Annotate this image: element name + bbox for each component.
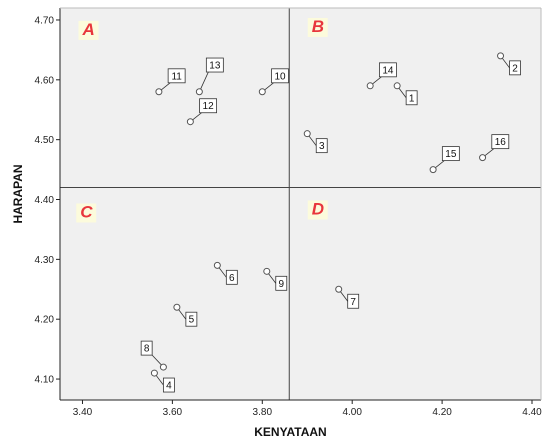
point-label: 2 bbox=[512, 63, 518, 74]
point-marker bbox=[263, 267, 271, 275]
point-label: 9 bbox=[278, 279, 284, 290]
x-tick-label: 4.20 bbox=[432, 407, 452, 418]
x-tick-label: 4.40 bbox=[522, 407, 542, 418]
point-label: 12 bbox=[203, 101, 215, 112]
point-connector bbox=[198, 71, 209, 92]
point-marker bbox=[186, 118, 194, 126]
point-label-box bbox=[162, 377, 175, 393]
y-tick-label: 4.20 bbox=[35, 315, 55, 326]
point-label: 11 bbox=[171, 71, 182, 82]
quadrant-label-highlight bbox=[307, 200, 328, 220]
point-label-box bbox=[405, 90, 418, 106]
point-label-box bbox=[491, 134, 510, 150]
y-tick-label: 4.70 bbox=[35, 15, 55, 26]
plot-area bbox=[60, 8, 541, 400]
point-marker bbox=[497, 52, 505, 60]
quadrant-label-d: D bbox=[307, 199, 328, 220]
quadrant-label-text: C bbox=[80, 202, 93, 221]
point-marker bbox=[393, 82, 401, 90]
point-8: 8 bbox=[140, 340, 167, 371]
quadrant-label-highlight bbox=[78, 20, 99, 40]
point-label-box bbox=[199, 98, 218, 114]
point-label: 14 bbox=[382, 65, 394, 76]
point-label-box bbox=[225, 269, 238, 285]
x-tick-label: 3.40 bbox=[73, 407, 93, 418]
point-2: 2 bbox=[497, 52, 521, 76]
point-label: 5 bbox=[189, 315, 195, 326]
point-marker bbox=[213, 261, 221, 269]
point-label-box bbox=[275, 275, 288, 291]
point-11: 11 bbox=[155, 68, 186, 96]
y-axis-title: HARAPAN bbox=[11, 164, 25, 223]
point-label: 4 bbox=[166, 381, 172, 392]
point-label: 10 bbox=[274, 71, 286, 82]
y-tick-label: 4.10 bbox=[35, 375, 55, 386]
point-6: 6 bbox=[213, 261, 238, 285]
x-tick-label: 3.60 bbox=[163, 407, 183, 418]
point-label-box bbox=[140, 340, 153, 356]
point-marker bbox=[366, 82, 374, 90]
point-marker bbox=[479, 154, 487, 162]
y-tick-label: 4.30 bbox=[35, 255, 55, 266]
point-label-box bbox=[315, 138, 328, 154]
point-marker bbox=[429, 166, 437, 174]
point-label: 13 bbox=[209, 61, 221, 72]
point-16: 16 bbox=[479, 134, 510, 162]
quadrant-label-highlight bbox=[307, 17, 328, 37]
quadrant-label-highlight bbox=[76, 203, 97, 223]
point-label: 8 bbox=[144, 344, 150, 355]
point-14: 14 bbox=[366, 62, 397, 90]
quadrant-label-text: B bbox=[312, 17, 324, 36]
point-marker bbox=[335, 285, 343, 293]
x-tick-label: 3.80 bbox=[253, 407, 273, 418]
quadrant-label-text: A bbox=[81, 20, 94, 39]
y-tick-label: 4.50 bbox=[35, 135, 55, 146]
point-1: 1 bbox=[393, 82, 418, 106]
point-marker bbox=[303, 130, 311, 138]
point-15: 15 bbox=[429, 146, 460, 174]
x-tick-label: 4.00 bbox=[342, 407, 362, 418]
point-marker bbox=[258, 88, 266, 96]
quadrant-labels: A B C D bbox=[76, 17, 328, 223]
x-axis-title: KENYATAAN bbox=[254, 425, 326, 439]
point-label: 1 bbox=[409, 93, 415, 104]
point-marker bbox=[195, 88, 203, 96]
point-label-box bbox=[271, 68, 289, 84]
point-label: 3 bbox=[319, 141, 325, 152]
point-5: 5 bbox=[173, 303, 198, 327]
point-marker bbox=[155, 88, 163, 96]
point-label: 7 bbox=[350, 297, 356, 308]
y-tick-label: 4.60 bbox=[35, 75, 55, 86]
quadrant-label-text: D bbox=[312, 199, 324, 218]
point-12: 12 bbox=[186, 98, 218, 126]
point-10: 10 bbox=[258, 68, 289, 96]
point-3: 3 bbox=[303, 130, 328, 154]
point-label-box bbox=[379, 62, 397, 78]
point-label-box bbox=[167, 68, 186, 84]
point-label-box bbox=[509, 60, 521, 76]
point-label: 15 bbox=[445, 149, 457, 160]
point-label-box bbox=[441, 146, 460, 162]
point-label: 16 bbox=[495, 137, 507, 148]
quadrant-label-a: A bbox=[78, 20, 99, 40]
reference-lines bbox=[60, 8, 541, 400]
y-tick-label: 4.40 bbox=[35, 195, 55, 206]
point-7: 7 bbox=[335, 285, 360, 309]
point-9: 9 bbox=[263, 267, 288, 291]
point-label-box bbox=[205, 57, 224, 73]
point-13: 13 bbox=[195, 57, 224, 96]
point-label-box bbox=[347, 293, 360, 309]
axes: 3.40 3.60 3.80 4.00 4.20 4.40 4.10 4.20 4.30 4.40… bbox=[35, 7, 542, 418]
point-marker bbox=[150, 369, 158, 377]
quadrant-label-b: B bbox=[307, 17, 328, 37]
quadrant-label-c: C bbox=[76, 202, 97, 223]
point-4: 4 bbox=[150, 369, 175, 393]
point-marker bbox=[173, 303, 181, 311]
point-label-box bbox=[185, 311, 198, 327]
point-marker bbox=[159, 363, 167, 371]
point-label: 6 bbox=[229, 273, 235, 284]
